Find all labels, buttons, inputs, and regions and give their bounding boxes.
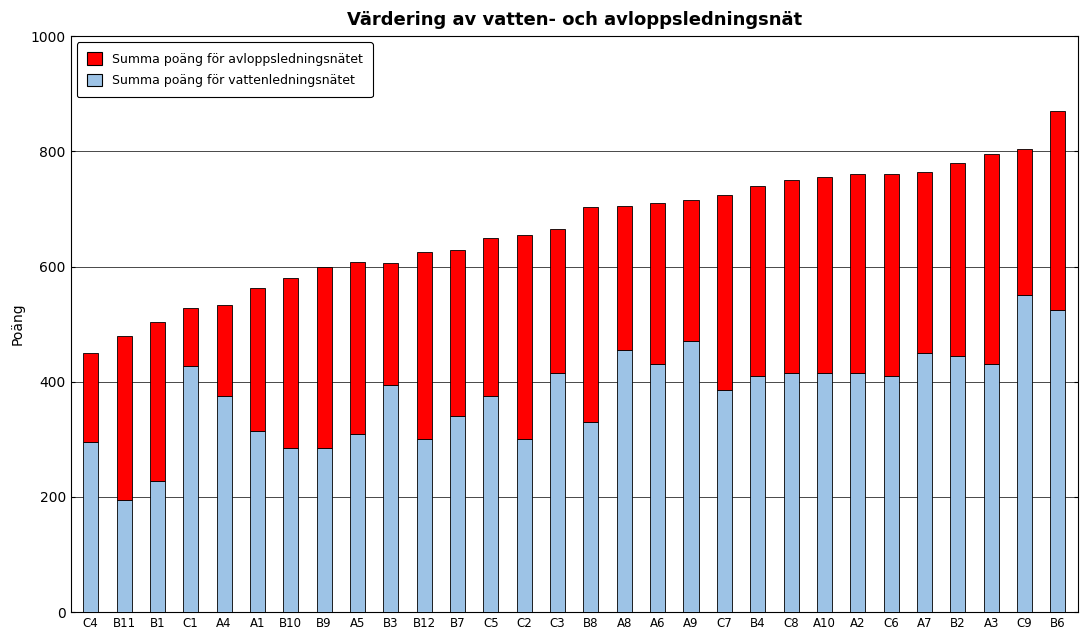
- Bar: [951, 356, 965, 612]
- Bar: [1051, 111, 1065, 310]
- Bar: [450, 251, 465, 416]
- Bar: [584, 422, 599, 612]
- Bar: [484, 238, 499, 396]
- Y-axis label: Poäng: Poäng: [11, 303, 25, 345]
- Bar: [183, 308, 198, 365]
- Bar: [217, 305, 232, 396]
- Bar: [283, 278, 298, 448]
- Bar: [317, 448, 332, 612]
- Bar: [684, 201, 698, 342]
- Bar: [550, 373, 565, 612]
- Bar: [1051, 310, 1065, 612]
- Legend: Summa poäng för avloppsledningsnätet, Summa poäng för vattenledningsnätet: Summa poäng för avloppsledningsnätet, Su…: [77, 42, 372, 97]
- Bar: [584, 207, 599, 422]
- Bar: [851, 373, 866, 612]
- Bar: [784, 180, 798, 373]
- Bar: [83, 353, 98, 442]
- Bar: [283, 448, 298, 612]
- Bar: [517, 439, 531, 612]
- Bar: [616, 350, 632, 612]
- Bar: [717, 390, 732, 612]
- Bar: [450, 416, 465, 612]
- Bar: [350, 433, 365, 612]
- Bar: [317, 267, 332, 448]
- Bar: [750, 186, 766, 376]
- Bar: [249, 431, 265, 612]
- Bar: [383, 385, 399, 612]
- Bar: [883, 174, 898, 376]
- Bar: [183, 365, 198, 612]
- Bar: [1017, 296, 1032, 612]
- Bar: [684, 342, 698, 612]
- Bar: [217, 396, 232, 612]
- Bar: [616, 206, 632, 350]
- Bar: [851, 174, 866, 373]
- Bar: [717, 195, 732, 390]
- Bar: [951, 163, 965, 356]
- Bar: [484, 396, 499, 612]
- Bar: [83, 442, 98, 612]
- Bar: [650, 365, 665, 612]
- Bar: [917, 172, 932, 353]
- Bar: [550, 229, 565, 373]
- Bar: [517, 235, 531, 439]
- Bar: [883, 376, 898, 612]
- Bar: [249, 288, 265, 431]
- Bar: [650, 203, 665, 365]
- Bar: [817, 178, 832, 373]
- Bar: [917, 353, 932, 612]
- Bar: [983, 365, 999, 612]
- Bar: [983, 154, 999, 365]
- Bar: [117, 336, 132, 500]
- Bar: [784, 373, 798, 612]
- Title: Värdering av vatten- och avloppsledningsnät: Värdering av vatten- och avloppslednings…: [346, 11, 802, 29]
- Bar: [417, 252, 431, 439]
- Bar: [150, 322, 164, 481]
- Bar: [150, 481, 164, 612]
- Bar: [417, 439, 431, 612]
- Bar: [117, 500, 132, 612]
- Bar: [350, 262, 365, 433]
- Bar: [817, 373, 832, 612]
- Bar: [750, 376, 766, 612]
- Bar: [1017, 149, 1032, 296]
- Bar: [383, 263, 399, 385]
